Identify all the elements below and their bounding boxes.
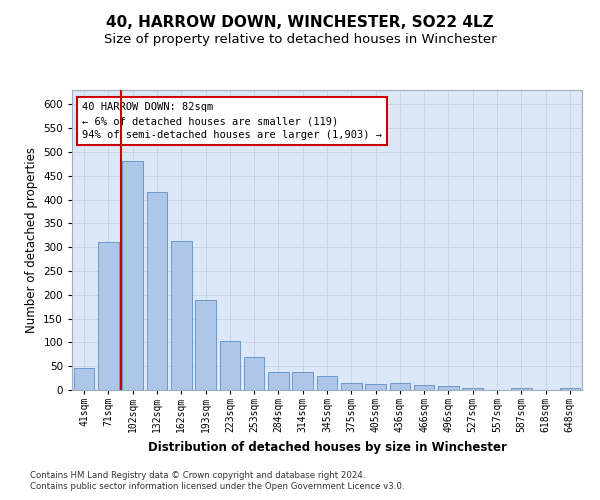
Bar — [146, 192, 167, 390]
Text: 40 HARROW DOWN: 82sqm
← 6% of detached houses are smaller (119)
94% of semi-deta: 40 HARROW DOWN: 82sqm ← 6% of detached h… — [82, 102, 382, 140]
Text: Contains HM Land Registry data © Crown copyright and database right 2024.: Contains HM Land Registry data © Crown c… — [30, 470, 365, 480]
Bar — [268, 372, 289, 390]
Bar — [220, 342, 240, 390]
Bar — [171, 242, 191, 390]
Bar — [365, 384, 386, 390]
Bar — [463, 388, 483, 390]
Text: 40, HARROW DOWN, WINCHESTER, SO22 4LZ: 40, HARROW DOWN, WINCHESTER, SO22 4LZ — [106, 15, 494, 30]
Bar — [98, 242, 119, 390]
Bar — [122, 162, 143, 390]
Bar — [317, 376, 337, 390]
Bar — [511, 388, 532, 390]
Bar — [341, 384, 362, 390]
Bar — [292, 372, 313, 390]
Bar — [389, 383, 410, 390]
Text: Contains public sector information licensed under the Open Government Licence v3: Contains public sector information licen… — [30, 482, 404, 491]
Y-axis label: Number of detached properties: Number of detached properties — [25, 147, 38, 333]
Bar — [560, 388, 580, 390]
Bar — [438, 386, 459, 390]
X-axis label: Distribution of detached houses by size in Winchester: Distribution of detached houses by size … — [148, 440, 506, 454]
Bar — [195, 300, 216, 390]
Bar — [414, 385, 434, 390]
Bar — [74, 368, 94, 390]
Bar — [244, 356, 265, 390]
Text: Size of property relative to detached houses in Winchester: Size of property relative to detached ho… — [104, 32, 496, 46]
